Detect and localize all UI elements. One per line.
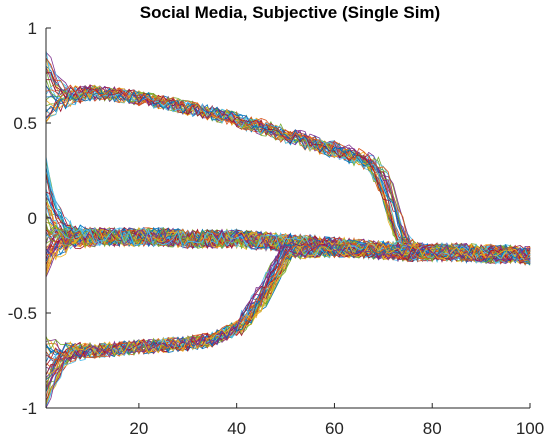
series-line bbox=[45, 243, 531, 409]
axes: 20 40 60 80 100 -1 -0.5 0 0.5 1 bbox=[8, 19, 544, 438]
series-line bbox=[45, 242, 531, 405]
y-tick-label: 1 bbox=[28, 19, 37, 38]
y-tick-label: 0.5 bbox=[13, 114, 37, 133]
series-line bbox=[45, 243, 531, 378]
series-line bbox=[45, 243, 531, 409]
x-tick-label: 100 bbox=[516, 419, 544, 438]
y-tick-label: 0 bbox=[28, 209, 37, 228]
series-line bbox=[45, 242, 531, 361]
y-tick-label: -0.5 bbox=[8, 304, 37, 323]
x-tick-label: 60 bbox=[325, 419, 344, 438]
y-tick-label: -1 bbox=[22, 399, 37, 418]
x-tick-label: 80 bbox=[423, 419, 442, 438]
series-line bbox=[45, 242, 531, 407]
series-line bbox=[45, 243, 531, 376]
x-tick-label: 40 bbox=[227, 419, 246, 438]
series-line bbox=[45, 243, 531, 409]
series-line bbox=[45, 242, 531, 399]
series-layer bbox=[45, 50, 531, 409]
series-line bbox=[45, 243, 531, 401]
chart-title: Social Media, Subjective (Single Sim) bbox=[140, 3, 440, 22]
x-tick-label: 20 bbox=[129, 419, 148, 438]
series-line bbox=[45, 242, 531, 409]
series-line bbox=[45, 244, 531, 405]
series-line bbox=[45, 242, 531, 409]
